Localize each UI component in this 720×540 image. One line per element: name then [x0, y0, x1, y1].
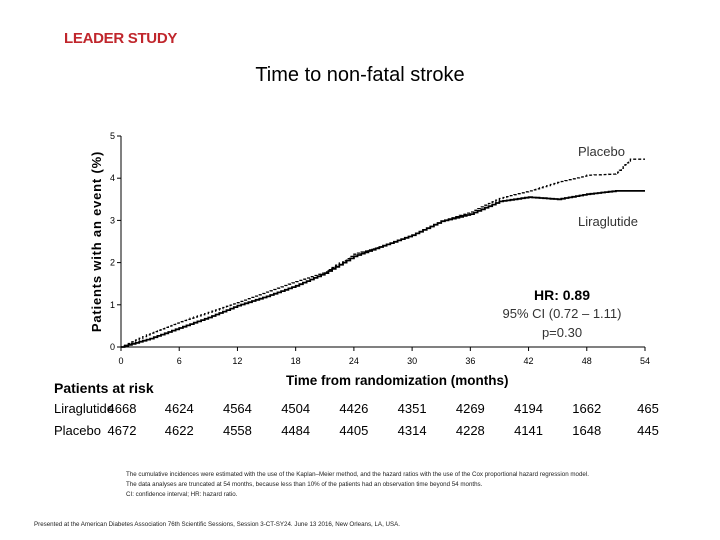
risk-cell: 445: [637, 423, 659, 438]
annotation-hr: HR: 0.89: [534, 287, 590, 303]
x-tick-label: 18: [291, 356, 301, 366]
risk-cell: 4624: [164, 401, 194, 416]
risk-cell: 4314: [397, 423, 427, 438]
x-tick-label: 42: [524, 356, 534, 366]
presented-note: Presented at the American Diabetes Assoc…: [34, 521, 400, 528]
x-tick-label: 0: [118, 356, 123, 366]
slide-title: Time to non-fatal stroke: [255, 64, 465, 86]
chart-series: [121, 158, 645, 348]
risk-cell: 4141: [514, 423, 544, 438]
risk-row-label: Placebo: [54, 423, 101, 438]
y-tick-label: 4: [110, 173, 115, 183]
risk-cell: 4269: [455, 401, 485, 416]
y-tick-label: 5: [110, 131, 115, 141]
risk-cell: 4672: [107, 423, 137, 438]
risk-cell: 4351: [397, 401, 427, 416]
x-tick-label: 12: [232, 356, 242, 366]
brand-logo-text: LEADER STUDY: [64, 30, 178, 47]
risk-row-label: Liraglutide: [54, 401, 114, 416]
x-tick-label: 36: [465, 356, 475, 366]
risk-cell: 1662: [572, 401, 602, 416]
risk-table-header: Patients at risk: [54, 380, 154, 396]
footnote-line: CI: confidence interval; HR: hazard rati…: [126, 491, 238, 498]
footnote-line: The data analyses are truncated at 54 mo…: [126, 481, 483, 488]
y-tick-label: 2: [110, 258, 115, 268]
risk-cell: 4228: [455, 423, 485, 438]
risk-cell: 4484: [281, 423, 311, 438]
risk-cell: 4564: [222, 401, 252, 416]
x-tick-label: 48: [582, 356, 592, 366]
y-axis-label: Patients with an event (%): [89, 151, 104, 332]
chart-labels: Patients with an event (%) Placebo Liraglu…: [89, 144, 638, 340]
risk-cell: 465: [637, 401, 659, 416]
risk-cell: 4405: [339, 423, 369, 438]
x-tick-label: 54: [640, 356, 650, 366]
risk-cell: 4504: [281, 401, 311, 416]
series-line-liraglutide: [121, 190, 645, 348]
risk-cell: 1648: [572, 423, 602, 438]
series-line-placebo: [121, 158, 645, 348]
x-tick-label: 30: [407, 356, 417, 366]
series-label-placebo: Placebo: [578, 144, 625, 159]
footnote: The cumulative incidences were estimated…: [126, 470, 706, 500]
series-label-liraglutide: Liraglutide: [578, 214, 638, 229]
risk-cell: 4558: [222, 423, 252, 438]
x-axis-label: Time from randomization (months): [286, 373, 509, 388]
y-tick-label: 0: [110, 342, 115, 352]
x-tick-label: 6: [177, 356, 182, 366]
footnote-line: The cumulative incidences were estimated…: [126, 471, 589, 478]
annotation-p: p=0.30: [542, 325, 582, 340]
risk-cell: 4622: [164, 423, 194, 438]
annotation-ci: 95% CI (0.72 – 1.11): [503, 306, 622, 321]
x-tick-label: 24: [349, 356, 359, 366]
y-tick-label: 1: [110, 300, 115, 310]
risk-cell: 4426: [339, 401, 369, 416]
y-tick-label: 3: [110, 215, 115, 225]
risk-cell: 4668: [107, 401, 137, 416]
risk-cell: 4194: [514, 401, 544, 416]
